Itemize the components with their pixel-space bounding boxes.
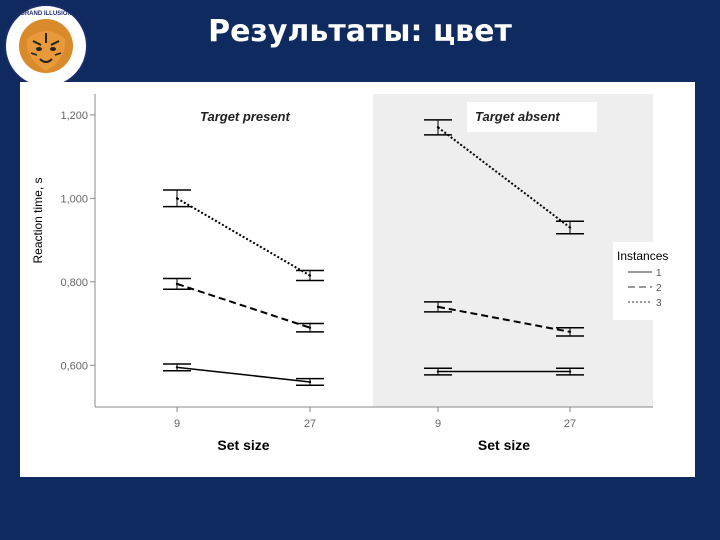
x-axis-label: Set size: [217, 437, 269, 453]
legend-label: 2: [656, 283, 662, 294]
data-point: [436, 305, 440, 309]
slide-title: Результаты: цвет: [208, 14, 512, 49]
series-line-2: [176, 282, 311, 329]
chart: 0,600 0,800 1,000 1,200 Reaction time, s 9 27 S…: [31, 94, 695, 453]
series-line-1: [176, 366, 311, 383]
logo: GRAND ILLUSION: [4, 4, 88, 88]
y-tick-label: 0,800: [60, 277, 88, 289]
data-point: [568, 330, 572, 334]
data-point: [436, 126, 440, 129]
legend-label: 3: [656, 298, 662, 309]
x-tick-label: 9: [174, 418, 180, 430]
panel-title-bg: [467, 102, 597, 132]
series-line-3: [176, 197, 311, 277]
data-point: [568, 226, 572, 229]
data-point: [308, 380, 312, 384]
y-tick-label: 0,600: [60, 360, 88, 372]
logo-text: GRAND ILLUSION: [20, 11, 72, 17]
chart-panel: 0,600 0,800 1,000 1,200 Reaction time, s 9 27 S…: [20, 82, 695, 477]
data-point: [568, 370, 572, 373]
x-axis-label: Set size: [478, 437, 530, 453]
legend-title: Instances: [617, 249, 668, 263]
x-tick-label: 27: [304, 418, 316, 430]
data-point: [175, 366, 179, 369]
panel-title: Target absent: [475, 109, 560, 124]
series-line-2: [437, 305, 571, 333]
panel-title: Target present: [200, 109, 290, 124]
tiger-head-icon: [26, 31, 66, 71]
x-tick-label: 27: [564, 418, 576, 430]
data-point: [436, 370, 440, 373]
legend-box: [613, 242, 695, 320]
panel-shade: [373, 94, 653, 407]
y-tick-label: 1,200: [60, 110, 88, 122]
data-point: [308, 274, 312, 277]
y-axis-label: Reaction time, s: [31, 177, 45, 263]
y-tick-label: 1,000: [60, 193, 88, 205]
data-point: [308, 326, 312, 329]
x-tick-label: 9: [435, 418, 441, 430]
data-point: [175, 282, 179, 286]
data-point: [175, 197, 179, 200]
legend-label: 1: [656, 268, 662, 279]
